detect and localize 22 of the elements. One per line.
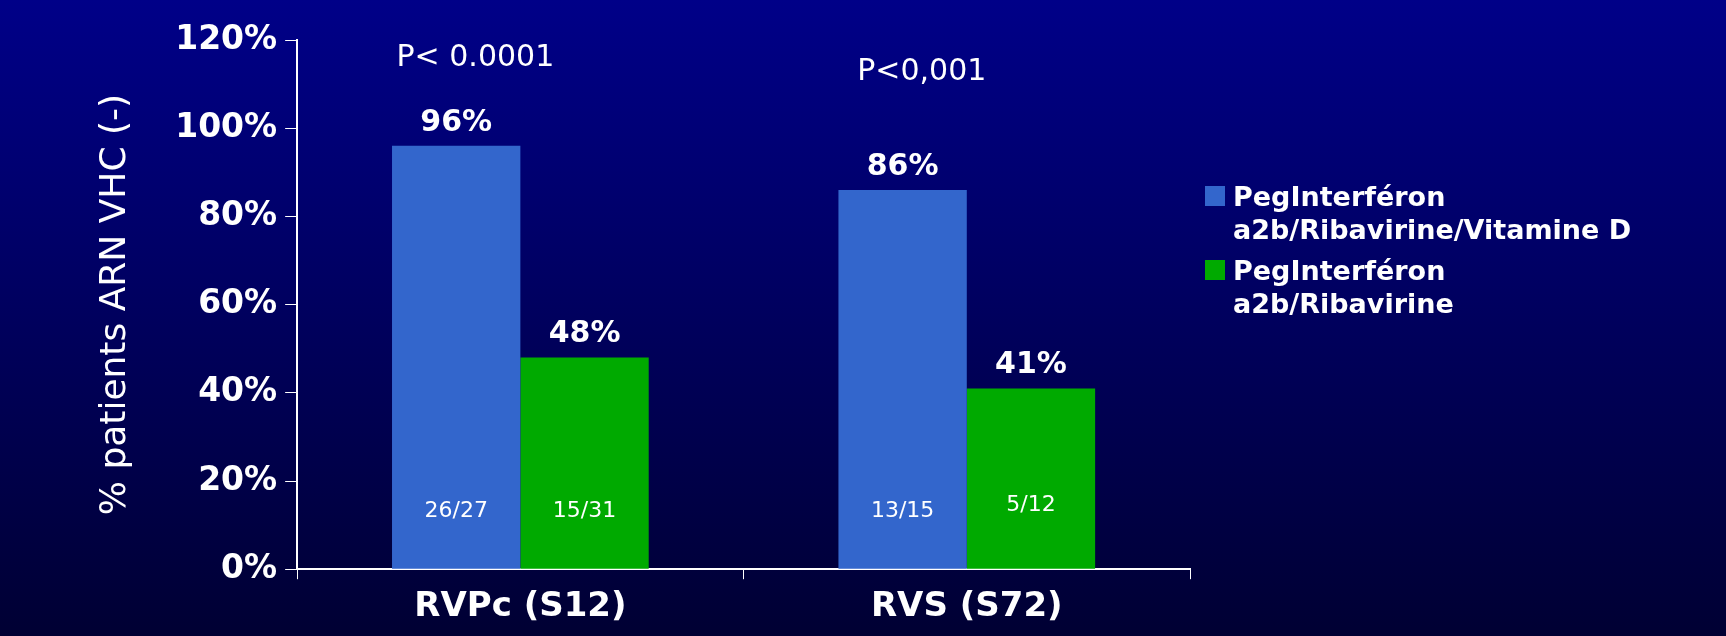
data-label: 48%	[548, 314, 621, 350]
y-tick-label: 40%	[198, 370, 278, 410]
y-tick-label: 60%	[198, 282, 278, 322]
annotation: 26/27	[424, 496, 488, 522]
annotation: 15/31	[552, 496, 617, 522]
legend-label: PegInterféron a2b/Ribavirine	[1233, 254, 1455, 320]
x-tick-label: RVS (S72)	[870, 584, 1063, 625]
annotation: 13/15	[870, 496, 935, 522]
annotation: P< 0.0001	[396, 37, 555, 73]
legend-label: PegInterféron a2b/Ribavirine/Vitamine D	[1233, 180, 1633, 246]
x-tick-label: RVPc (S12)	[414, 584, 627, 625]
y-tick-label: 120%	[175, 17, 278, 57]
annotation: P<0,001	[857, 51, 987, 87]
y-tick-label: 20%	[198, 458, 278, 498]
y-tick-label: 100%	[175, 105, 278, 145]
annotation: 5/12	[1006, 490, 1056, 516]
y-axis-title: % patients ARN VHC (-)	[91, 93, 133, 516]
data-label: 86%	[866, 146, 939, 182]
y-tick-label: 0%	[221, 546, 278, 586]
y-tick-label: 80%	[198, 193, 278, 233]
data-label: 41%	[995, 345, 1067, 381]
data-label: 96%	[420, 102, 493, 138]
